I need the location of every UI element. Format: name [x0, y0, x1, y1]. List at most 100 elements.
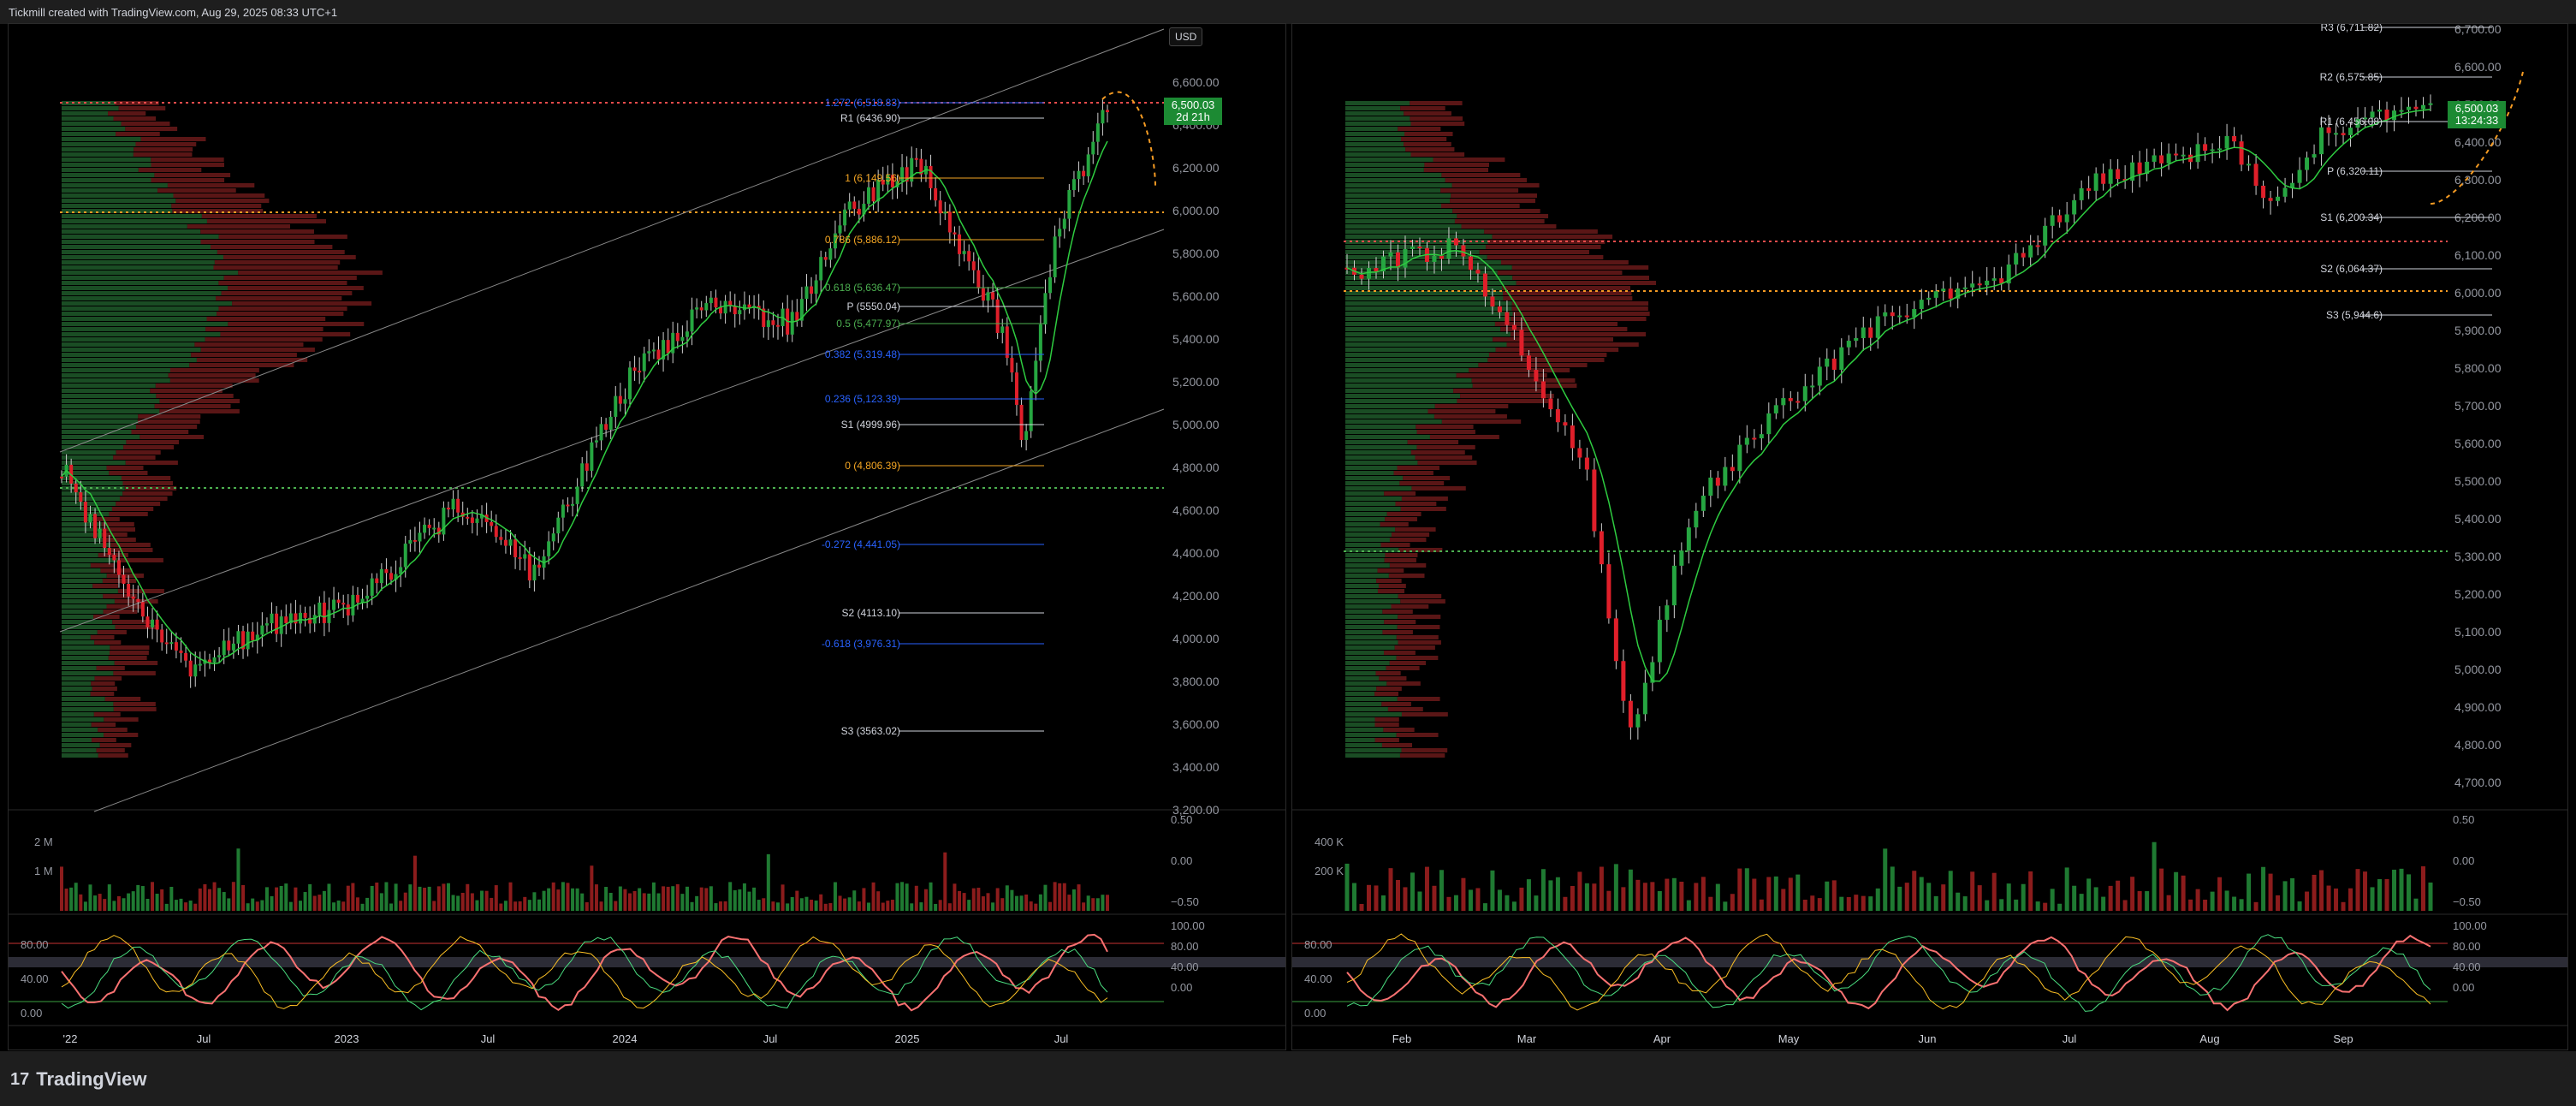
volume-profile-bar	[1345, 173, 1442, 177]
volume-bar	[585, 902, 589, 911]
volume-profile-bar	[104, 733, 139, 737]
volume-profile-bar	[1511, 317, 1647, 321]
volume-profile-bar	[62, 517, 94, 521]
volume-bar	[2319, 870, 2324, 911]
volume-bar	[1082, 902, 1086, 911]
volume-bar	[2130, 877, 2135, 911]
right-chart-svg[interactable]: 6,700.006,600.006,500.006,400.006,300.00…	[1292, 24, 2567, 1050]
volume-bar	[1366, 884, 1371, 911]
volume-bar	[1781, 889, 1786, 911]
candle	[1091, 141, 1095, 155]
volume-profile-bar	[1345, 281, 1517, 285]
volume-bar	[284, 883, 288, 911]
volume-profile-bar	[97, 630, 127, 634]
candle	[255, 634, 259, 640]
volume-profile-bar	[218, 306, 347, 311]
volume-profile-bar	[62, 240, 201, 244]
volume-profile-bar	[62, 430, 132, 434]
volume-profile-bar	[114, 661, 158, 665]
volume-bar	[728, 882, 733, 911]
volume-bar	[1062, 883, 1066, 911]
volume-profile-bar	[1345, 229, 1485, 234]
volume-profile-bar	[62, 373, 169, 378]
volume-profile-bar	[1345, 455, 1416, 460]
right-chart-panel[interactable]: 6,700.006,600.006,500.006,400.006,300.00…	[1291, 23, 2568, 1050]
volume-bar	[1933, 895, 1938, 911]
volume-bar	[1854, 895, 1859, 911]
volume-bar	[255, 901, 259, 911]
volume-bar	[427, 886, 431, 911]
volume-bar	[929, 882, 933, 911]
volume-profile-bar	[62, 461, 126, 465]
volume-bar	[327, 883, 331, 911]
volume-profile-bar	[113, 702, 156, 706]
volume-bar	[958, 890, 962, 911]
time-axis-label: Feb	[1392, 1032, 1411, 1045]
volume-profile-bar	[62, 122, 122, 126]
level-label: 0.786 (5,886.12)	[825, 234, 900, 246]
volume-profile-bar	[1345, 717, 1375, 722]
candle	[2050, 215, 2055, 226]
candle	[312, 615, 317, 624]
candle	[838, 225, 842, 234]
left-chart-svg[interactable]: 6,600.006,400.006,200.006,000.005,800.00…	[9, 24, 1285, 1050]
candle	[231, 643, 235, 651]
level-label: S3 (3563.02)	[841, 725, 900, 737]
volume-bar	[886, 901, 890, 911]
price-axis-label: 5,200.00	[2454, 587, 2502, 601]
volume-profile-bar	[1386, 681, 1421, 686]
volume-profile-bar	[62, 440, 127, 444]
volume-profile-bar	[1506, 342, 1639, 347]
volume-profile-bar	[1345, 687, 1377, 691]
candle	[1038, 324, 1042, 361]
volume-profile-bar	[1345, 147, 1406, 152]
candle	[1490, 296, 1495, 306]
candle	[1956, 288, 1961, 299]
volume-profile-bar	[1345, 445, 1417, 449]
candle	[451, 498, 455, 510]
volume-bar	[719, 901, 723, 911]
candle	[852, 201, 857, 209]
price-axis-label: 5,100.00	[2454, 625, 2502, 639]
currency-button[interactable]: USD	[1169, 27, 1203, 46]
candle	[508, 539, 513, 546]
volume-bar	[1077, 884, 1081, 911]
candle	[1752, 437, 1757, 440]
volume-bar	[795, 890, 799, 911]
volume-profile-bar	[125, 461, 178, 465]
candle	[1058, 229, 1062, 237]
candle	[1067, 189, 1071, 219]
candle	[1034, 360, 1038, 392]
volume-bar	[1752, 878, 1757, 911]
osc-axis-label: 0.00	[21, 1007, 42, 1020]
volume-bar	[923, 889, 928, 911]
volume-profile-bar	[62, 712, 94, 717]
volume-profile-bar	[1345, 548, 1399, 552]
candle	[919, 158, 923, 175]
volume-profile-bar	[1345, 327, 1501, 331]
volume-profile-bar	[91, 681, 116, 686]
osc-right-axis-label: 80.00	[1171, 940, 1199, 953]
candle	[499, 537, 503, 540]
left-chart-panel[interactable]: 6,600.00 6,400.00 6,200.00 6,000.00 5,800.00…	[8, 23, 1286, 1050]
volume-profile-bar	[1401, 497, 1448, 501]
osc-right-axis-label: 80.00	[2453, 940, 2481, 953]
volume-profile-bar	[62, 486, 125, 491]
volume-profile-bar	[1410, 116, 1463, 121]
volume-bar	[1374, 885, 1379, 911]
volume-bar	[131, 891, 135, 911]
volume-bar	[2101, 896, 2106, 911]
volume-bar	[1592, 883, 1597, 911]
volume-bar	[2370, 887, 2375, 911]
volume-profile-bar	[92, 738, 116, 742]
candle	[857, 208, 861, 215]
osc-right-axis-label: 100.00	[2453, 919, 2487, 932]
volume-bar	[107, 884, 111, 911]
volume-profile-bar	[135, 142, 197, 146]
level-label: 0.5 (5,477.97)	[836, 318, 900, 330]
volume-bar	[1686, 900, 1691, 911]
volume-profile-bar	[110, 543, 151, 547]
volume-profile-bar	[1397, 625, 1440, 629]
tradingview-brand[interactable]: 17 TradingView	[10, 1068, 146, 1091]
volume-profile-bar	[96, 748, 125, 752]
